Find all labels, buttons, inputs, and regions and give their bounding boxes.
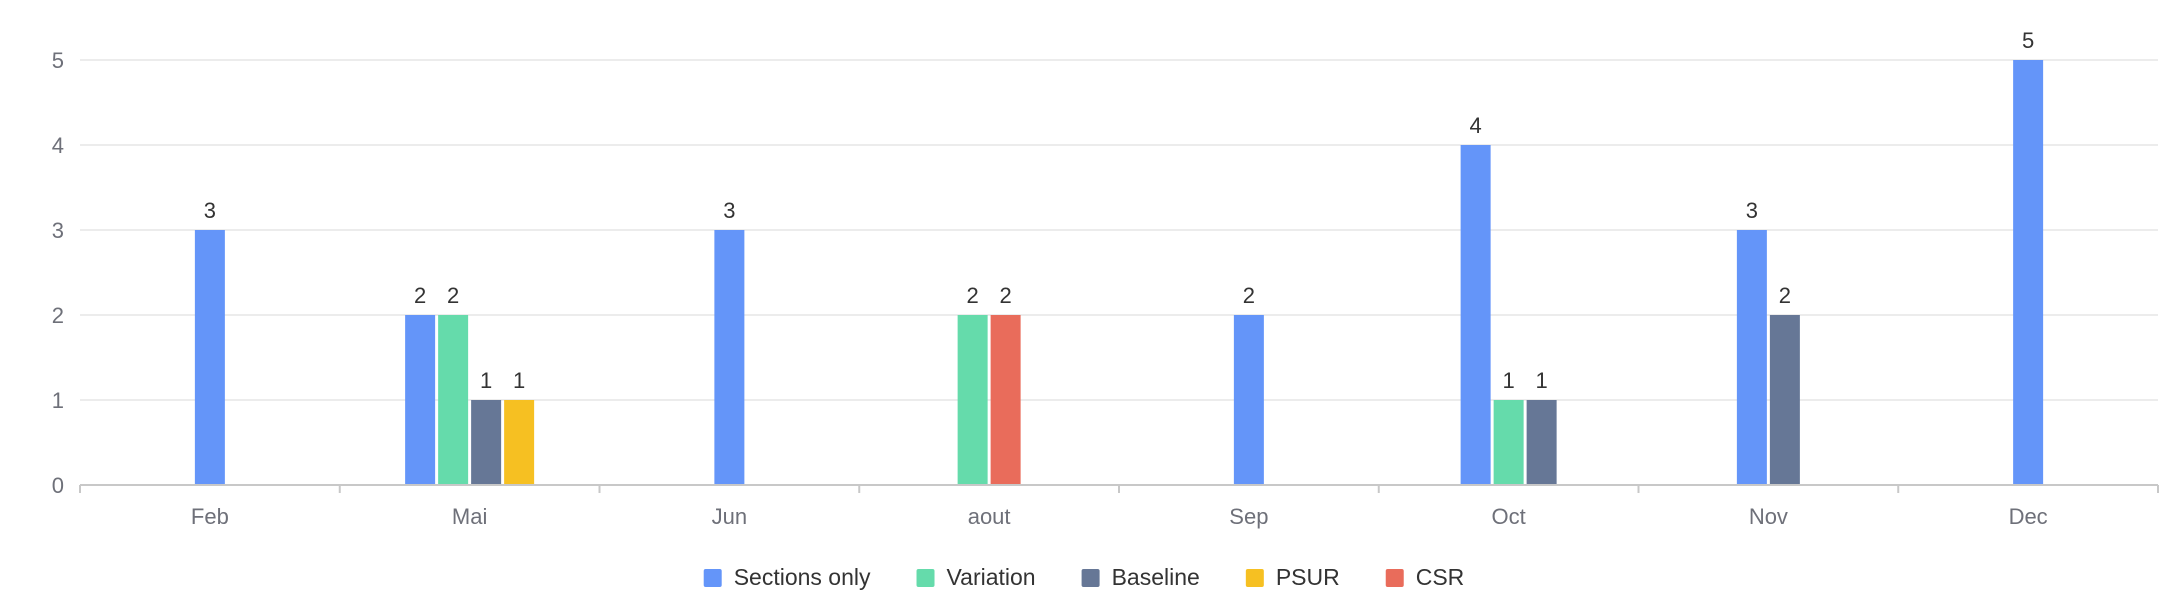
- legend-swatch: [916, 569, 935, 587]
- data-label: 4: [1470, 113, 1482, 138]
- legend-label: CSR: [1416, 564, 1465, 590]
- data-label: 2: [1779, 283, 1791, 308]
- legend-item[interactable]: Baseline: [1081, 564, 1200, 590]
- data-label: 1: [480, 368, 492, 393]
- bar: [1493, 400, 1524, 485]
- x-tick-label: Sep: [1229, 504, 1268, 529]
- data-label: 1: [1536, 368, 1548, 393]
- bar: [1233, 315, 1264, 485]
- y-tick-label: 1: [52, 388, 64, 413]
- data-label: 3: [723, 198, 735, 223]
- legend-label: Variation: [947, 564, 1036, 590]
- legend-swatch: [703, 569, 722, 587]
- data-label: 2: [967, 283, 979, 308]
- grid-layer: 0 1 2 3 4 5: [52, 48, 2158, 498]
- data-label: 2: [1000, 283, 1012, 308]
- legend-swatch: [1385, 569, 1404, 587]
- data-label: 1: [513, 368, 525, 393]
- legend-item[interactable]: Variation: [916, 564, 1036, 590]
- data-label: 3: [204, 198, 216, 223]
- legend-item[interactable]: Sections only: [703, 564, 871, 590]
- bar: [1769, 315, 1800, 485]
- bar: [504, 400, 535, 485]
- x-tick-label: Feb: [191, 504, 229, 529]
- legend-swatch: [1245, 569, 1264, 587]
- bar: [1526, 400, 1557, 485]
- data-label: 2: [414, 283, 426, 308]
- bar: [405, 315, 436, 485]
- legend: Sections only Variation Baseline PSUR CSR: [703, 564, 1465, 590]
- x-tick-label: aout: [968, 504, 1011, 529]
- bar: [471, 400, 502, 485]
- data-label: 2: [447, 283, 459, 308]
- x-tick-label: Jun: [712, 504, 747, 529]
- data-label: 2: [1243, 283, 1255, 308]
- legend-label: PSUR: [1276, 564, 1340, 590]
- x-tick-label: Nov: [1749, 504, 1788, 529]
- bar: [1736, 230, 1767, 485]
- y-tick-label: 0: [52, 473, 64, 498]
- legend-swatch: [1081, 569, 1100, 587]
- bar: [714, 230, 745, 485]
- x-axis: Feb Mai Jun aout Sep Oct Nov Dec: [79, 484, 2159, 529]
- data-label: 5: [2022, 28, 2034, 53]
- bar: [194, 230, 225, 485]
- legend-item[interactable]: CSR: [1385, 564, 1465, 590]
- bar: [438, 315, 469, 485]
- y-tick-label: 5: [52, 48, 64, 73]
- x-tick-label: Mai: [452, 504, 487, 529]
- legend-item[interactable]: PSUR: [1245, 564, 1340, 590]
- y-tick-label: 4: [52, 133, 64, 158]
- x-tick-label: Oct: [1492, 504, 1526, 529]
- data-label: 3: [1746, 198, 1758, 223]
- y-tick-label: 2: [52, 303, 64, 328]
- bar: [990, 315, 1021, 485]
- data-label: 1: [1503, 368, 1515, 393]
- y-tick-label: 3: [52, 218, 64, 243]
- x-tick-label: Dec: [2009, 504, 2048, 529]
- bars-layer: [194, 60, 2044, 485]
- bar: [2013, 60, 2044, 485]
- legend-label: Baseline: [1112, 564, 1200, 590]
- bar: [957, 315, 988, 485]
- bar: [1460, 145, 1491, 485]
- legend-label: Sections only: [734, 564, 871, 590]
